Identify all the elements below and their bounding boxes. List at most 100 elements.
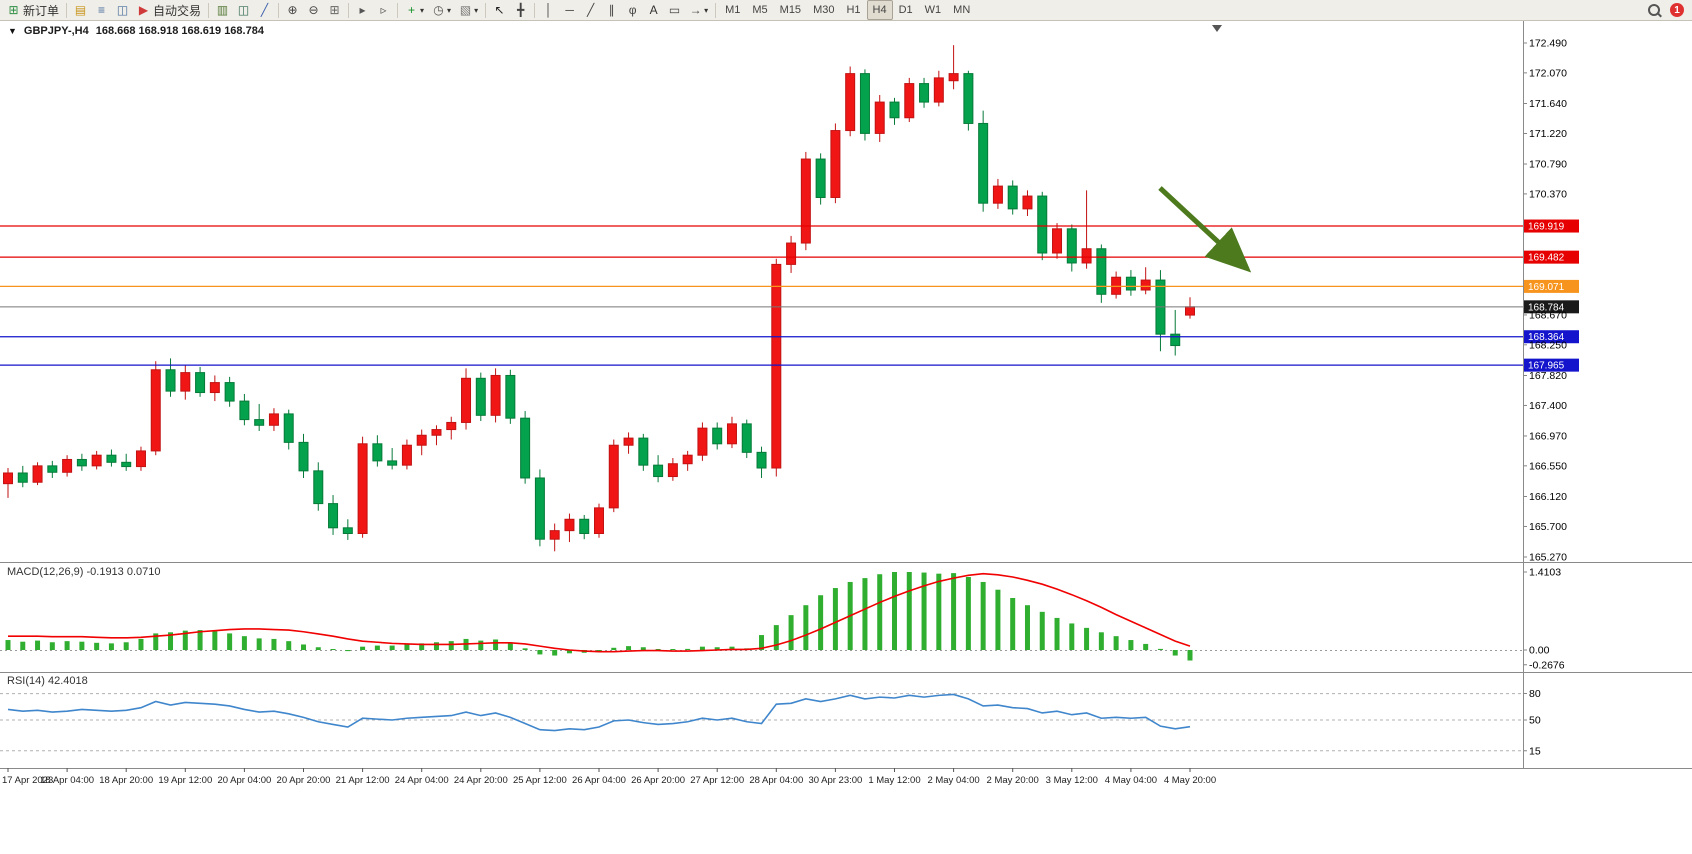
macd-bar <box>123 642 129 650</box>
tile-windows-button[interactable]: ⊞ <box>324 0 345 20</box>
auto-trading-button[interactable]: ▶ 自动交易 <box>133 0 205 20</box>
candle <box>859 69 870 141</box>
crosshair-button[interactable]: ╋ <box>510 0 531 20</box>
search-button[interactable] <box>1644 0 1664 20</box>
candle-chart-mode-button[interactable]: ◫ <box>233 0 254 20</box>
timeframe-W1[interactable]: W1 <box>924 4 942 16</box>
text-label-button[interactable]: ▭ <box>664 0 685 20</box>
market-watch-button[interactable]: ≡ <box>91 0 112 20</box>
candle <box>431 425 442 446</box>
fibonacci-button[interactable]: φ <box>622 0 643 20</box>
timeframe-M5[interactable]: M5 <box>752 4 768 16</box>
toolbar-separator <box>278 2 280 18</box>
candle <box>328 495 339 535</box>
macd-bar <box>1113 636 1119 650</box>
trendline-button[interactable]: ╱ <box>580 0 601 20</box>
vertical-line-button[interactable]: │ <box>538 0 559 20</box>
candle <box>963 70 974 131</box>
candle <box>342 519 353 540</box>
candle <box>978 110 989 212</box>
toolbar-separator <box>66 2 68 18</box>
label-icon: ▭ <box>668 3 681 17</box>
price-axis-label: 168.250 <box>1529 339 1567 351</box>
macd-bar <box>49 642 55 650</box>
horizontal-line-button[interactable]: ─ <box>559 0 580 20</box>
timeframe-H4[interactable]: H4 <box>866 0 893 20</box>
macd-bar <box>596 650 602 652</box>
toolbar-separator <box>348 2 350 18</box>
candle <box>1155 270 1166 352</box>
indicators-button[interactable]: + ▾ <box>401 0 428 20</box>
price-tag: 167.965 <box>1524 358 1579 372</box>
profiles-button[interactable]: ▤ <box>70 0 91 20</box>
line-chart-mode-button[interactable]: ╱ <box>254 0 275 20</box>
macd-bar <box>1128 640 1134 650</box>
templates-button[interactable]: ▧ ▾ <box>455 0 482 20</box>
auto-trading-label: 自动交易 <box>153 3 202 18</box>
notification-badge[interactable]: 1 <box>1670 3 1684 17</box>
candle <box>771 258 782 477</box>
candle <box>17 465 28 488</box>
macd-bar <box>1024 605 1030 650</box>
macd-bar <box>5 640 11 650</box>
macd-bar <box>566 650 572 654</box>
tile-windows-icon: ⊞ <box>329 3 340 17</box>
time-axis-label: 2 May 20:00 <box>987 775 1039 786</box>
macd-bar <box>906 572 912 650</box>
macd-bar <box>448 641 454 650</box>
candle <box>1185 297 1195 319</box>
macd-bar <box>138 638 144 650</box>
price-tag: 169.919 <box>1524 219 1579 233</box>
candles-icon: ◫ <box>237 3 250 17</box>
svg-text:167.965: 167.965 <box>1528 361 1565 372</box>
timeframe-D1[interactable]: D1 <box>898 4 913 16</box>
chart-shift-button[interactable]: ▹ <box>373 0 394 20</box>
templates-icon: ▧ <box>459 3 472 17</box>
timeframe-H1[interactable]: H1 <box>846 4 861 16</box>
timeframe-MN[interactable]: MN <box>953 4 971 16</box>
bar-chart-mode-button[interactable]: ▥ <box>212 0 233 20</box>
navigator-button[interactable]: ◫ <box>112 0 133 20</box>
time-axis-label: 24 Apr 04:00 <box>395 775 449 786</box>
channel-icon: ∥ <box>608 3 615 17</box>
periods-button[interactable]: ◷ ▾ <box>428 0 455 20</box>
text-button[interactable]: A <box>643 0 664 20</box>
macd-bar <box>980 581 986 650</box>
macd-bar <box>788 615 794 650</box>
macd-bar <box>241 636 247 650</box>
macd-bar <box>714 647 720 650</box>
candle <box>357 436 368 538</box>
candle <box>1066 224 1077 272</box>
cursor-button[interactable]: ↖ <box>489 0 510 20</box>
candle <box>712 422 723 450</box>
macd-bar <box>626 646 632 650</box>
arrows-button[interactable]: → ▾ <box>685 0 712 20</box>
candle <box>298 433 309 478</box>
candle <box>889 97 900 125</box>
candle <box>579 514 590 540</box>
time-axis-label: 4 May 04:00 <box>1105 775 1157 786</box>
candle <box>948 45 959 90</box>
zoom-out-button[interactable]: ⊖ <box>303 0 324 20</box>
timeframe-M30[interactable]: M30 <box>813 4 835 16</box>
macd-bar <box>478 640 484 650</box>
cursor-icon: ↖ <box>494 3 505 17</box>
auto-scroll-icon: ▸ <box>359 3 366 17</box>
macd-bar <box>404 644 410 650</box>
macd-bar <box>921 572 927 650</box>
zoom-in-button[interactable]: ⊕ <box>282 0 303 20</box>
timeframe-M1[interactable]: M1 <box>725 4 741 16</box>
macd-bar <box>759 635 765 650</box>
macd-bar <box>286 641 292 650</box>
timeframe-M15[interactable]: M15 <box>779 4 802 16</box>
profiles-icon: ▤ <box>74 3 87 17</box>
new-order-button[interactable]: ⊞ 新订单 <box>3 0 63 20</box>
auto-scroll-button[interactable]: ▸ <box>352 0 373 20</box>
candle <box>224 376 235 407</box>
bid-price-tag: 168.784 <box>1524 300 1579 314</box>
price-axis-label: 172.490 <box>1529 38 1567 50</box>
equidistant-channel-button[interactable]: ∥ <box>601 0 622 20</box>
arrow-annotation[interactable] <box>1158 186 1252 273</box>
macd-bar <box>995 589 1001 650</box>
chart-window: 169.919 169.482 169.071 168.364 167.965 168.7… <box>0 21 1692 854</box>
